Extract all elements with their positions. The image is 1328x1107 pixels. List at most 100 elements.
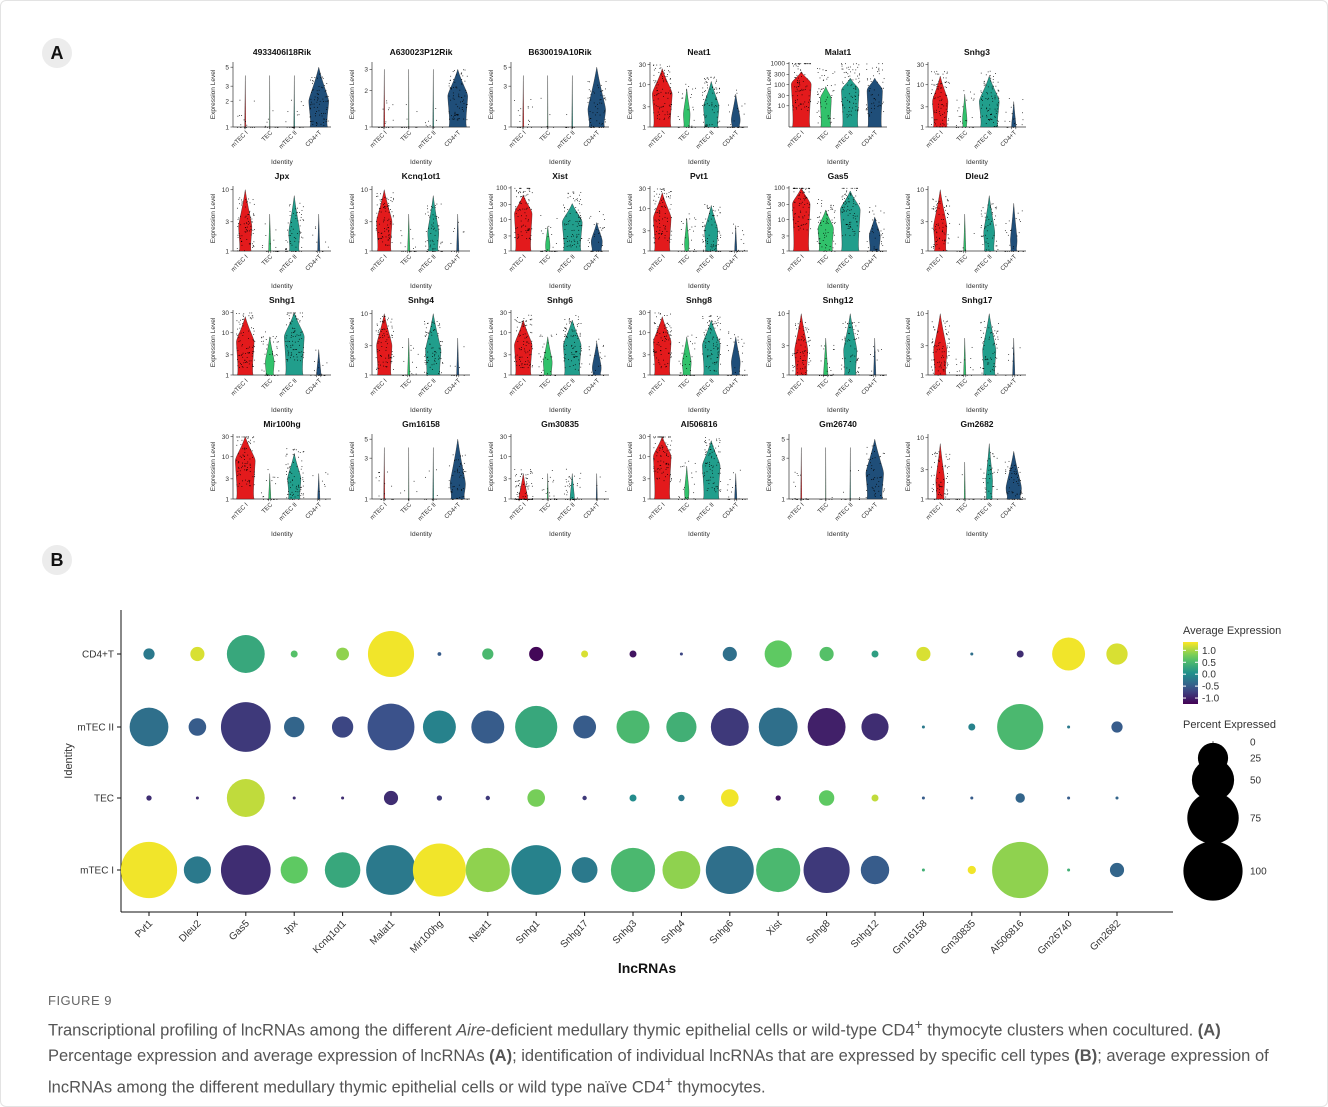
violin-point [685, 498, 687, 500]
violin-point [984, 491, 986, 493]
violin-point [982, 104, 983, 106]
violin-point [817, 203, 818, 204]
violin-point [939, 202, 941, 204]
violin-point [947, 364, 949, 365]
violin-point [826, 103, 828, 105]
violin-point [666, 81, 668, 82]
violin-point [855, 103, 857, 105]
violin-point [239, 354, 241, 356]
violin-y-label: Expression Level [905, 193, 912, 243]
violin-point [852, 217, 854, 219]
violin-point [252, 229, 254, 231]
violin-point [320, 123, 322, 125]
violin-point [463, 496, 465, 497]
violin-point [311, 103, 313, 105]
violin-shape [817, 209, 834, 252]
violin-point [299, 344, 300, 346]
violin-point [1010, 229, 1012, 231]
violin-point [269, 243, 271, 245]
violin-point [449, 80, 451, 82]
violin-point [433, 222, 434, 224]
violin-point [682, 488, 684, 490]
violin-point [463, 469, 464, 470]
violin-point [931, 79, 933, 81]
violin-point [671, 440, 673, 442]
violin-x-tick-label: TEC [955, 377, 969, 391]
violin-point [316, 123, 318, 125]
violin-y-tick-label: 3 [781, 343, 785, 350]
violin-point [819, 216, 820, 218]
violin-point [292, 336, 294, 338]
violin-point [795, 357, 797, 359]
violin-point [738, 127, 740, 128]
violin-point [944, 365, 945, 366]
violin-point [992, 237, 993, 239]
violin-point [384, 328, 386, 330]
violin-point [388, 234, 390, 235]
violin-point [737, 127, 739, 128]
violin-point [798, 80, 800, 82]
violin-point [516, 326, 518, 328]
violin-y-tick-label: 30 [500, 310, 508, 317]
violin-point [286, 346, 288, 348]
violin-point [660, 366, 662, 367]
violin-point [802, 206, 804, 208]
violin-point [708, 340, 709, 342]
violin-point [463, 231, 465, 233]
violin-point [871, 486, 873, 488]
violin-shape [317, 473, 321, 502]
violin-point [656, 90, 658, 92]
violin-point [731, 251, 733, 252]
violin-point [569, 240, 570, 242]
violin-point [684, 353, 686, 355]
violin-point [715, 87, 717, 89]
violin-point [391, 351, 393, 353]
violin-point [552, 246, 554, 248]
violin-point [669, 436, 671, 438]
violin-title: Jpx [275, 171, 290, 181]
violin-point [240, 362, 241, 364]
violin-point [289, 318, 291, 320]
violin-point [670, 481, 671, 483]
violin-point [237, 453, 239, 455]
violin-point [517, 485, 519, 487]
violin-shape [873, 338, 877, 378]
violin-point [996, 126, 998, 127]
violin-point [327, 120, 329, 122]
violin-point [831, 375, 833, 376]
violin-point [572, 191, 574, 193]
violin-point [434, 354, 436, 355]
violin-point [703, 340, 705, 342]
violin-point [937, 459, 939, 461]
violin-point [565, 499, 566, 500]
violin-point [528, 219, 529, 221]
violin-point [664, 76, 666, 77]
violin-title: Dleu2 [965, 171, 988, 181]
violin-point [430, 233, 432, 234]
violin-point [715, 97, 717, 99]
violin-point [515, 480, 517, 482]
violin-point [708, 234, 710, 236]
violin-point [866, 475, 868, 477]
violin-point [706, 480, 708, 482]
violin-point [944, 464, 946, 466]
violin-point [241, 345, 243, 347]
violin-point [670, 313, 671, 315]
violin-point [516, 480, 518, 482]
violin-point [946, 87, 947, 88]
violin-point [451, 88, 452, 90]
violin-point [287, 467, 289, 469]
violin-point [817, 122, 819, 124]
violin-point [947, 242, 949, 244]
violin-y-label: Expression Level [488, 441, 495, 491]
violin-x-label: Identity [549, 407, 572, 414]
violin-point [712, 323, 714, 325]
violin-point [563, 246, 565, 248]
violin-point [973, 93, 975, 95]
violin-point [525, 499, 527, 500]
violin-point [528, 199, 530, 201]
violin-point [247, 467, 248, 468]
violin-y-tick-label: 30 [639, 310, 647, 317]
violin-point [276, 347, 278, 349]
violin-point [300, 101, 302, 103]
